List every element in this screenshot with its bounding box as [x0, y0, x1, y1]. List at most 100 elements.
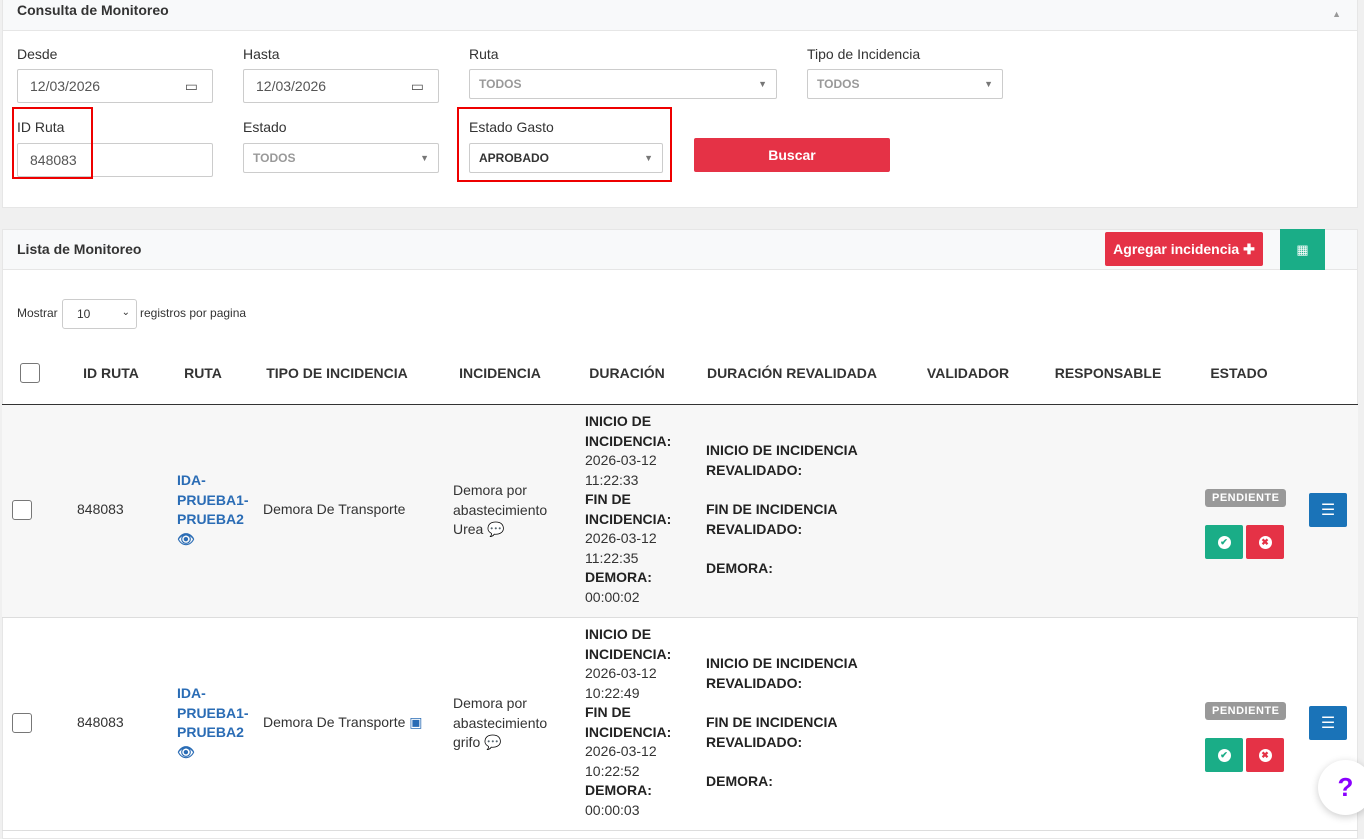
id-ruta-cell: 848083	[77, 714, 124, 730]
ruta-link[interactable]: IDA- PRUEBA1- PRUEBA2 👁	[177, 471, 249, 549]
desde-label: Desde	[17, 46, 58, 62]
demora-label-text: DEMORA:	[585, 782, 652, 798]
col-ruta[interactable]: RUTA	[184, 365, 222, 381]
ruta-text: IDA-	[177, 685, 206, 701]
demora-label-text: DEMORA:	[585, 569, 652, 585]
image-icon[interactable]: ▣	[405, 714, 423, 730]
estado-value: TODOS	[253, 151, 296, 165]
demora-text: 00:00:03	[585, 801, 640, 818]
estado-gasto-label: Estado Gasto	[469, 119, 554, 135]
highlight-box	[457, 107, 672, 182]
duracion-revalidada-cell: INICIO DE INCIDENCIA REVALIDADO: FIN DE I…	[706, 654, 866, 792]
estado-label: Estado	[243, 119, 287, 135]
hasta-label: Hasta	[243, 46, 280, 62]
show-label: Mostrar	[17, 306, 58, 320]
estado-select[interactable]: TODOS ▼	[243, 143, 439, 173]
header-divider	[2, 404, 1358, 405]
eye-icon[interactable]: 👁	[177, 743, 195, 760]
add-incidencia-button[interactable]: Agregar incidencia ✚	[1105, 232, 1263, 266]
inicio-time-text: 11:22:33	[585, 471, 639, 488]
col-estado[interactable]: ESTADO	[1210, 365, 1268, 381]
add-label: Agregar incidencia	[1113, 241, 1240, 257]
id-ruta-label: ID Ruta	[17, 119, 65, 135]
col-tipo[interactable]: TIPO DE INCIDENCIA	[266, 365, 408, 381]
ruta-select[interactable]: TODOS ▼	[469, 69, 777, 99]
rev-demora-text: DEMORA:	[706, 773, 773, 789]
incidencia-text: Urea	[453, 521, 484, 537]
per-page-label: registros por pagina	[140, 306, 247, 320]
status-badge: PENDIENTE	[1205, 489, 1287, 507]
incidencia-cell: Demora por abastecimiento grifo 💬	[453, 694, 547, 753]
panel-title: Lista de Monitoreo	[17, 241, 142, 257]
approve-button[interactable]: ✔	[1205, 738, 1243, 772]
tipo-text: Demora De Transporte	[263, 714, 406, 730]
fin-label-text: FIN DE INCIDENCIA:	[585, 491, 672, 527]
estado-gasto-select[interactable]: APROBADO ▼	[469, 143, 663, 173]
tipo-text: Demora De Transporte	[263, 501, 406, 517]
table-export-button[interactable]: ▦	[1280, 229, 1325, 270]
table-row: 848083 IDA- PRUEBA1- PRUEBA2 👁 Demora De Tr…	[2, 618, 1358, 831]
bars-icon: ☰	[1320, 715, 1336, 732]
buscar-button[interactable]: Buscar	[694, 138, 890, 172]
page-size-select[interactable]: 10 ⌄	[62, 299, 137, 329]
col-incidencia[interactable]: INCIDENCIA	[459, 365, 541, 381]
check-icon: ✔	[1217, 535, 1231, 549]
caret-down-icon: ▼	[984, 79, 993, 89]
ruta-label: Ruta	[469, 46, 499, 62]
col-validador[interactable]: VALIDADOR	[926, 365, 1010, 381]
calendar-icon[interactable]: ▭	[184, 78, 198, 94]
page-size-value: 10	[77, 307, 91, 321]
fin-time-text: 11:22:35	[585, 549, 639, 566]
plus-icon: ✚	[1243, 241, 1255, 257]
inicio-date-text: 2026-03-12	[585, 665, 657, 681]
incidencia-text: Demora por	[453, 482, 527, 498]
tipo-label: Tipo de Incidencia	[807, 46, 921, 62]
hasta-input[interactable]: 12/03/2026 ▭	[243, 69, 439, 103]
comment-icon[interactable]: 💬	[484, 734, 502, 750]
col-responsable[interactable]: RESPONSABLE	[1054, 365, 1162, 381]
demora-text: 00:00:02	[585, 588, 640, 605]
select-all-checkbox[interactable]	[20, 363, 40, 383]
ruta-text: PRUEBA1-	[177, 491, 249, 508]
eye-icon[interactable]: 👁	[177, 530, 195, 547]
collapse-icon[interactable]: ▲	[1332, 9, 1341, 19]
approve-button[interactable]: ✔	[1205, 525, 1243, 559]
table-icon: ▦	[1296, 241, 1309, 257]
help-button[interactable]: ?	[1318, 760, 1364, 815]
highlight-box	[12, 107, 93, 179]
hasta-value: 12/03/2026	[256, 78, 327, 94]
col-duracion-revalidada[interactable]: DURACIÓN REVALIDADA	[706, 365, 878, 381]
ruta-link[interactable]: IDA- PRUEBA1- PRUEBA2 👁	[177, 684, 249, 762]
menu-button[interactable]: ☰	[1309, 493, 1347, 527]
inicio-label-text: INICIO DE INCIDENCIA:	[585, 413, 672, 449]
id-ruta-input[interactable]: 848083	[17, 143, 213, 177]
rev-inicio-text: INICIO DE INCIDENCIA REVALIDADO:	[706, 655, 858, 691]
fin-label-text: FIN DE INCIDENCIA:	[585, 704, 672, 740]
rev-inicio-text: INICIO DE INCIDENCIA REVALIDADO:	[706, 442, 858, 478]
desde-value: 12/03/2026	[30, 78, 101, 94]
panel-title: Consulta de Monitoreo	[17, 2, 169, 18]
rev-demora-text: DEMORA:	[706, 560, 773, 576]
caret-down-icon: ▼	[644, 153, 653, 163]
fin-date-text: 2026-03-12	[585, 743, 657, 759]
menu-button[interactable]: ☰	[1309, 706, 1347, 740]
duracion-revalidada-cell: INICIO DE INCIDENCIA REVALIDADO: FIN DE I…	[706, 441, 866, 579]
reject-button[interactable]: ✖	[1246, 738, 1284, 772]
calendar-icon[interactable]: ▭	[410, 78, 424, 94]
ruta-text: PRUEBA2	[177, 511, 244, 527]
reject-button[interactable]: ✖	[1246, 525, 1284, 559]
col-id-ruta[interactable]: ID RUTA	[83, 365, 139, 381]
row-checkbox[interactable]	[12, 500, 32, 520]
chevron-down-icon: ⌄	[121, 307, 130, 318]
incidencia-text: abastecimiento	[453, 501, 548, 518]
row-checkbox[interactable]	[12, 713, 32, 733]
x-icon: ✖	[1258, 535, 1272, 549]
fin-time-text: 10:22:52	[585, 762, 640, 779]
tipo-select[interactable]: TODOS ▼	[807, 69, 1003, 99]
comment-icon[interactable]: 💬	[487, 521, 505, 537]
duracion-cell: INICIO DE INCIDENCIA: 2026-03-12 11:22:33 …	[585, 412, 675, 607]
rev-fin-text: FIN DE INCIDENCIA REVALIDADO:	[706, 501, 837, 537]
col-duracion[interactable]: DURACIÓN	[589, 365, 665, 381]
desde-input[interactable]: 12/03/2026 ▭	[17, 69, 213, 103]
x-icon: ✖	[1258, 748, 1272, 762]
